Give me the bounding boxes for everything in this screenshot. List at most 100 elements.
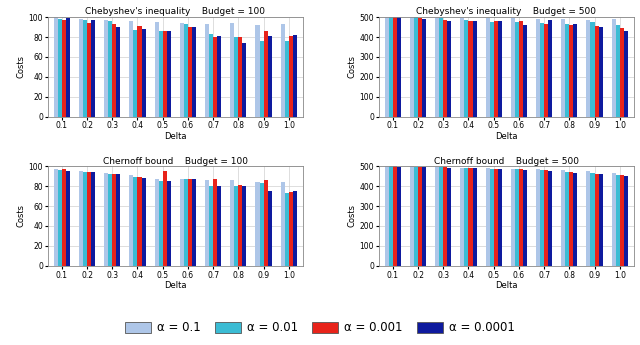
Bar xyxy=(493,21,498,117)
Bar xyxy=(138,177,141,266)
Bar xyxy=(444,20,447,117)
Bar xyxy=(490,22,493,117)
Bar xyxy=(410,18,414,117)
Bar xyxy=(519,169,523,266)
Bar xyxy=(472,168,477,266)
Bar xyxy=(591,22,595,117)
Bar xyxy=(209,186,213,266)
Bar xyxy=(129,175,134,266)
Bar xyxy=(54,17,58,117)
Bar xyxy=(447,21,451,117)
Bar xyxy=(544,24,548,117)
Bar xyxy=(565,172,570,266)
Bar xyxy=(230,180,234,266)
Bar xyxy=(620,28,624,117)
Bar xyxy=(511,169,515,266)
Bar xyxy=(397,17,401,117)
Y-axis label: Costs: Costs xyxy=(348,56,356,78)
Bar xyxy=(498,21,502,117)
Bar xyxy=(468,21,472,117)
Bar xyxy=(435,18,439,117)
Bar xyxy=(465,20,468,117)
Bar xyxy=(87,23,91,117)
Bar xyxy=(422,19,426,117)
Bar xyxy=(595,174,598,266)
Bar xyxy=(536,169,540,266)
X-axis label: Delta: Delta xyxy=(495,132,518,141)
Bar xyxy=(255,182,259,266)
Bar xyxy=(612,173,616,266)
Bar xyxy=(490,169,493,266)
Bar xyxy=(188,179,192,266)
Bar xyxy=(292,191,297,266)
Bar xyxy=(573,172,577,266)
Bar xyxy=(435,167,439,266)
Bar xyxy=(624,176,628,266)
Bar xyxy=(519,21,523,117)
Bar xyxy=(112,24,116,117)
Bar xyxy=(624,31,628,117)
Bar xyxy=(561,19,565,117)
Bar xyxy=(289,36,292,117)
Bar xyxy=(548,171,552,266)
Bar xyxy=(493,169,498,266)
Bar xyxy=(292,35,297,117)
Bar xyxy=(523,25,527,117)
Bar xyxy=(217,36,221,117)
Bar xyxy=(616,175,620,266)
Bar xyxy=(285,41,289,117)
Bar xyxy=(108,174,112,266)
Bar xyxy=(511,18,515,117)
Bar xyxy=(548,20,552,117)
Bar xyxy=(108,21,112,117)
Bar xyxy=(410,167,414,266)
Bar xyxy=(87,172,91,266)
Bar xyxy=(54,169,58,266)
Bar xyxy=(83,20,87,117)
Bar xyxy=(264,31,268,117)
Title: Chebyshev's inequality    Budget = 500: Chebyshev's inequality Budget = 500 xyxy=(416,8,596,17)
Bar xyxy=(268,36,271,117)
Bar xyxy=(540,170,544,266)
Bar xyxy=(472,21,477,117)
Bar xyxy=(523,170,527,266)
Bar xyxy=(79,19,83,117)
Bar xyxy=(209,34,213,117)
X-axis label: Delta: Delta xyxy=(495,281,518,290)
Bar xyxy=(159,31,163,117)
Bar xyxy=(389,167,393,266)
Bar xyxy=(192,27,196,117)
Bar xyxy=(598,27,603,117)
Bar xyxy=(385,166,389,266)
Bar xyxy=(155,22,159,117)
Bar xyxy=(134,30,138,117)
Bar xyxy=(112,174,116,266)
Y-axis label: Costs: Costs xyxy=(17,56,26,78)
Bar xyxy=(418,167,422,266)
Bar xyxy=(447,168,451,266)
Bar xyxy=(565,24,570,117)
Bar xyxy=(591,173,595,266)
Bar xyxy=(238,185,243,266)
Bar xyxy=(422,167,426,266)
Bar xyxy=(243,43,246,117)
Bar xyxy=(561,170,565,266)
Bar xyxy=(91,20,95,117)
Bar xyxy=(460,168,465,266)
Bar xyxy=(104,20,108,117)
Bar xyxy=(138,26,141,117)
Bar xyxy=(289,192,292,266)
Bar xyxy=(167,181,171,266)
Bar xyxy=(134,177,138,266)
Bar xyxy=(159,181,163,266)
Bar xyxy=(184,179,188,266)
Bar xyxy=(393,17,397,117)
Bar xyxy=(234,186,238,266)
Bar xyxy=(385,17,389,117)
Bar xyxy=(79,171,83,266)
Bar xyxy=(184,24,188,117)
Bar xyxy=(586,20,591,117)
Bar xyxy=(439,18,444,117)
Bar xyxy=(259,183,264,266)
Bar xyxy=(104,173,108,266)
